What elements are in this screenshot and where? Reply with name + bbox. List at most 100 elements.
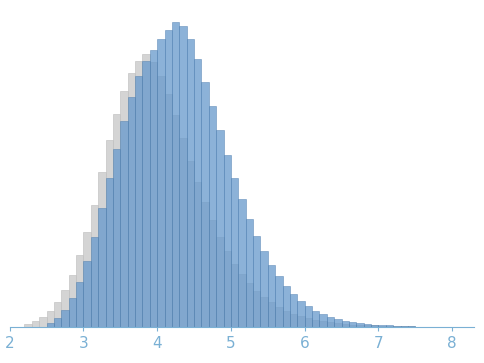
Bar (187, 161, 194, 327)
Bar (246, 283, 253, 327)
Bar (401, 326, 408, 327)
Bar (378, 326, 386, 327)
Bar (201, 82, 209, 327)
Bar (106, 140, 113, 327)
Bar (121, 91, 128, 327)
Bar (253, 236, 260, 327)
Bar (268, 302, 275, 327)
Bar (128, 73, 135, 327)
Bar (106, 178, 113, 327)
Bar (91, 237, 98, 327)
Bar (275, 276, 283, 327)
Bar (319, 314, 327, 327)
Bar (349, 322, 356, 327)
Bar (165, 30, 172, 327)
Bar (356, 323, 363, 327)
Bar (371, 325, 378, 327)
Bar (201, 202, 209, 327)
Bar (386, 326, 393, 327)
Bar (246, 219, 253, 327)
Bar (142, 54, 150, 327)
Bar (46, 323, 54, 327)
Bar (378, 325, 386, 327)
Bar (260, 251, 268, 327)
Bar (209, 106, 216, 327)
Bar (305, 306, 312, 327)
Bar (165, 94, 172, 327)
Bar (290, 294, 297, 327)
Bar (356, 325, 363, 327)
Bar (209, 220, 216, 327)
Bar (319, 321, 327, 327)
Bar (342, 324, 349, 327)
Bar (83, 261, 91, 327)
Bar (172, 23, 179, 327)
Bar (283, 286, 290, 327)
Bar (342, 321, 349, 327)
Bar (179, 138, 187, 327)
Bar (113, 149, 121, 327)
Bar (76, 282, 83, 327)
Bar (268, 265, 275, 327)
Bar (135, 76, 142, 327)
Bar (150, 62, 157, 327)
Bar (297, 301, 305, 327)
Bar (224, 155, 231, 327)
Bar (231, 264, 238, 327)
Bar (83, 232, 91, 327)
Bar (238, 274, 246, 327)
Bar (327, 317, 334, 327)
Bar (363, 324, 371, 327)
Bar (386, 326, 393, 327)
Bar (305, 318, 312, 327)
Bar (224, 251, 231, 327)
Bar (334, 319, 342, 327)
Bar (216, 130, 224, 327)
Bar (54, 318, 61, 327)
Bar (54, 302, 61, 327)
Bar (121, 121, 128, 327)
Bar (69, 298, 76, 327)
Bar (172, 115, 179, 327)
Bar (157, 39, 165, 327)
Bar (135, 61, 142, 327)
Bar (231, 178, 238, 327)
Bar (39, 317, 46, 327)
Bar (113, 114, 121, 327)
Bar (142, 61, 150, 327)
Bar (253, 291, 260, 327)
Bar (46, 311, 54, 327)
Bar (24, 324, 32, 327)
Bar (98, 172, 106, 327)
Bar (349, 325, 356, 327)
Bar (61, 310, 69, 327)
Bar (91, 205, 98, 327)
Bar (157, 76, 165, 327)
Bar (61, 290, 69, 327)
Bar (98, 208, 106, 327)
Bar (238, 199, 246, 327)
Bar (194, 182, 201, 327)
Bar (297, 316, 305, 327)
Bar (69, 275, 76, 327)
Bar (216, 237, 224, 327)
Bar (32, 321, 39, 327)
Bar (76, 255, 83, 327)
Bar (371, 326, 378, 327)
Bar (150, 50, 157, 327)
Bar (290, 314, 297, 327)
Bar (283, 311, 290, 327)
Bar (363, 325, 371, 327)
Bar (312, 320, 319, 327)
Bar (334, 323, 342, 327)
Bar (179, 25, 187, 327)
Bar (393, 326, 401, 327)
Bar (275, 307, 283, 327)
Bar (327, 322, 334, 327)
Bar (260, 297, 268, 327)
Bar (194, 59, 201, 327)
Bar (128, 97, 135, 327)
Bar (312, 311, 319, 327)
Bar (187, 39, 194, 327)
Bar (393, 326, 401, 327)
